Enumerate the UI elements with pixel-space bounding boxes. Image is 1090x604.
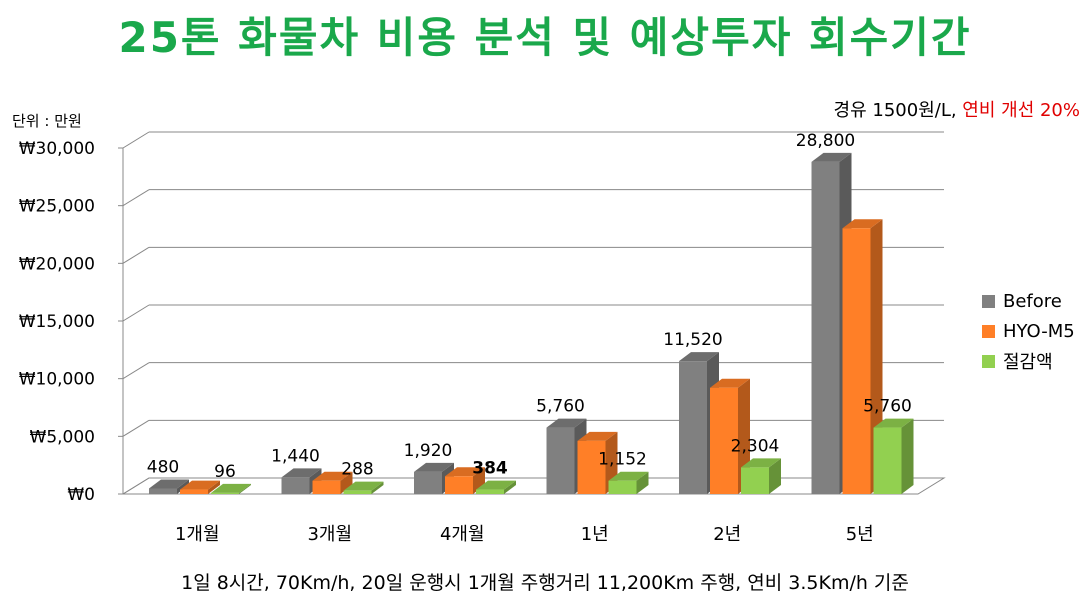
y-tick-label: ₩25,000 (19, 197, 95, 217)
data-label: 1,920 (404, 441, 453, 461)
bar (343, 490, 372, 494)
x-tick-label: 4개월 (440, 524, 485, 545)
legend-item-before: Before (982, 286, 1075, 316)
bar-side (636, 471, 649, 494)
y-tick-label: ₩10,000 (19, 370, 95, 390)
x-tick-label: 3개월 (307, 524, 352, 545)
bar (476, 489, 504, 494)
bar-side (473, 467, 485, 494)
y-tick-label: ₩30,000 (19, 139, 95, 159)
bar-top (445, 467, 485, 477)
bar (608, 480, 637, 494)
bar (312, 480, 341, 494)
condition-highlight: 연비 개선 20% (962, 100, 1080, 121)
data-label: 1,440 (271, 446, 320, 466)
footnote: 1일 8시간, 70Km/h, 20일 운행시 1개월 주행거리 11,200K… (181, 572, 909, 594)
data-label: 1,152 (598, 450, 647, 470)
legend-label-savings: 절감액 (1003, 352, 1053, 373)
bar-top (180, 480, 220, 490)
y-tick-label: ₩20,000 (19, 254, 95, 274)
bar (679, 361, 707, 494)
condition-prefix: 경유 1500원/L, (833, 100, 963, 121)
gridline-diagonal (122, 189, 150, 207)
data-label: 5,760 (536, 397, 585, 417)
bar-top (343, 481, 384, 491)
y-tick-label: ₩15,000 (19, 312, 95, 332)
bar (546, 427, 575, 494)
bar (281, 477, 310, 494)
bar-top (842, 219, 883, 229)
bar-top (414, 462, 454, 472)
bar-top (312, 471, 353, 481)
legend-label-hyo-m5: HYO-M5 (1003, 320, 1075, 342)
bar (710, 387, 738, 494)
bar-side (239, 483, 251, 494)
x-tick-label: 2년 (713, 524, 741, 545)
bar-top (608, 471, 649, 481)
bar-side (208, 480, 220, 494)
gridline-diagonal (122, 246, 150, 264)
gridline-diagonal (122, 304, 150, 322)
bar-top (281, 468, 322, 478)
bar (180, 489, 208, 494)
x-tick-label: 5년 (846, 524, 874, 545)
x-tick-label: 1개월 (175, 524, 220, 545)
legend-swatch-before (982, 294, 995, 308)
data-label: 11,520 (663, 330, 722, 350)
data-label: 96 (214, 462, 236, 482)
bar (414, 471, 442, 494)
bar (577, 440, 606, 494)
legend-swatch-savings (982, 354, 995, 368)
bar (211, 492, 239, 494)
y-tick-label: ₩5,000 (30, 427, 95, 447)
gridline-diagonal (122, 131, 150, 149)
legend: Before HYO-M5 절감액 (982, 286, 1075, 376)
data-label: 5,760 (863, 397, 912, 417)
bar-side (504, 480, 516, 494)
bar-top (873, 418, 914, 428)
data-label: 384 (472, 459, 508, 479)
data-label: 2,304 (731, 436, 780, 456)
data-label: 288 (341, 460, 373, 480)
bar-top (710, 378, 750, 388)
bar-side (340, 471, 353, 494)
bar-top (679, 352, 719, 362)
bar (842, 228, 871, 494)
bar-top (577, 431, 618, 441)
data-label: 28,800 (796, 131, 855, 151)
data-label: 480 (147, 457, 179, 477)
gridline-diagonal (122, 362, 150, 380)
y-tick-label: ₩0 (67, 485, 95, 505)
gridline-diagonal (122, 419, 150, 437)
bar-top (149, 479, 189, 489)
unit-label: 단위 : 만원 (12, 112, 82, 130)
x-tick-label: 1년 (581, 524, 609, 545)
bar-top (211, 483, 251, 493)
legend-item-savings: 절감액 (982, 346, 1075, 376)
legend-swatch-hyo-m5 (982, 324, 995, 338)
chart-title: 25톤 화물차 비용 분석 및 예상투자 회수기간 (118, 13, 972, 62)
bar (811, 161, 840, 494)
bar (445, 476, 473, 494)
legend-item-hyo-m5: HYO-M5 (982, 316, 1075, 346)
bar-side (769, 458, 781, 494)
bar (873, 427, 902, 494)
condition-note: 경유 1500원/L, 연비 개선 20% (834, 96, 1080, 122)
bar-top (811, 152, 852, 162)
legend-label-before: Before (1003, 290, 1062, 312)
bar-top (476, 480, 516, 490)
bar (741, 467, 769, 494)
bar-side (901, 418, 914, 494)
bar-side (371, 481, 384, 494)
gridline-diagonal (122, 477, 150, 495)
bar-top (741, 458, 781, 468)
bar (149, 488, 177, 494)
bar-top (546, 418, 587, 428)
